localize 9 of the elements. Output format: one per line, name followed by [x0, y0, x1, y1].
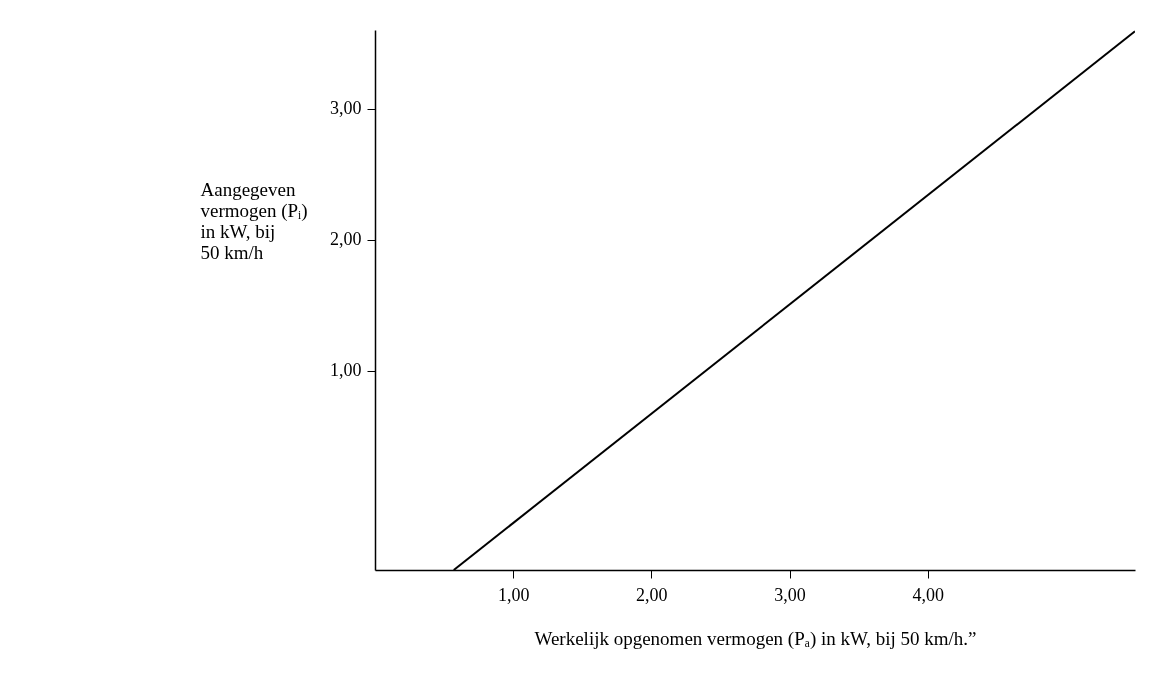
- y-tick-label: 1,00: [330, 360, 362, 381]
- y-axis-title: Aangegeven vermogen (Pᵢ) in kW, bij 50 km/h: [200, 178, 308, 263]
- x-axis-title: Werkelijk opgenomen vermogen (Pₐ) in kW, bij 50 km/h.”: [534, 627, 977, 650]
- x-tick-label: 1,00: [497, 584, 530, 605]
- x-tick-label: 2,00: [636, 584, 668, 605]
- y-tick-label: 3,00: [330, 98, 362, 119]
- x-tick-label: 4,00: [912, 584, 944, 605]
- x-tick-label: 3,00: [774, 584, 806, 605]
- y-tick-label: 2,00: [330, 229, 362, 250]
